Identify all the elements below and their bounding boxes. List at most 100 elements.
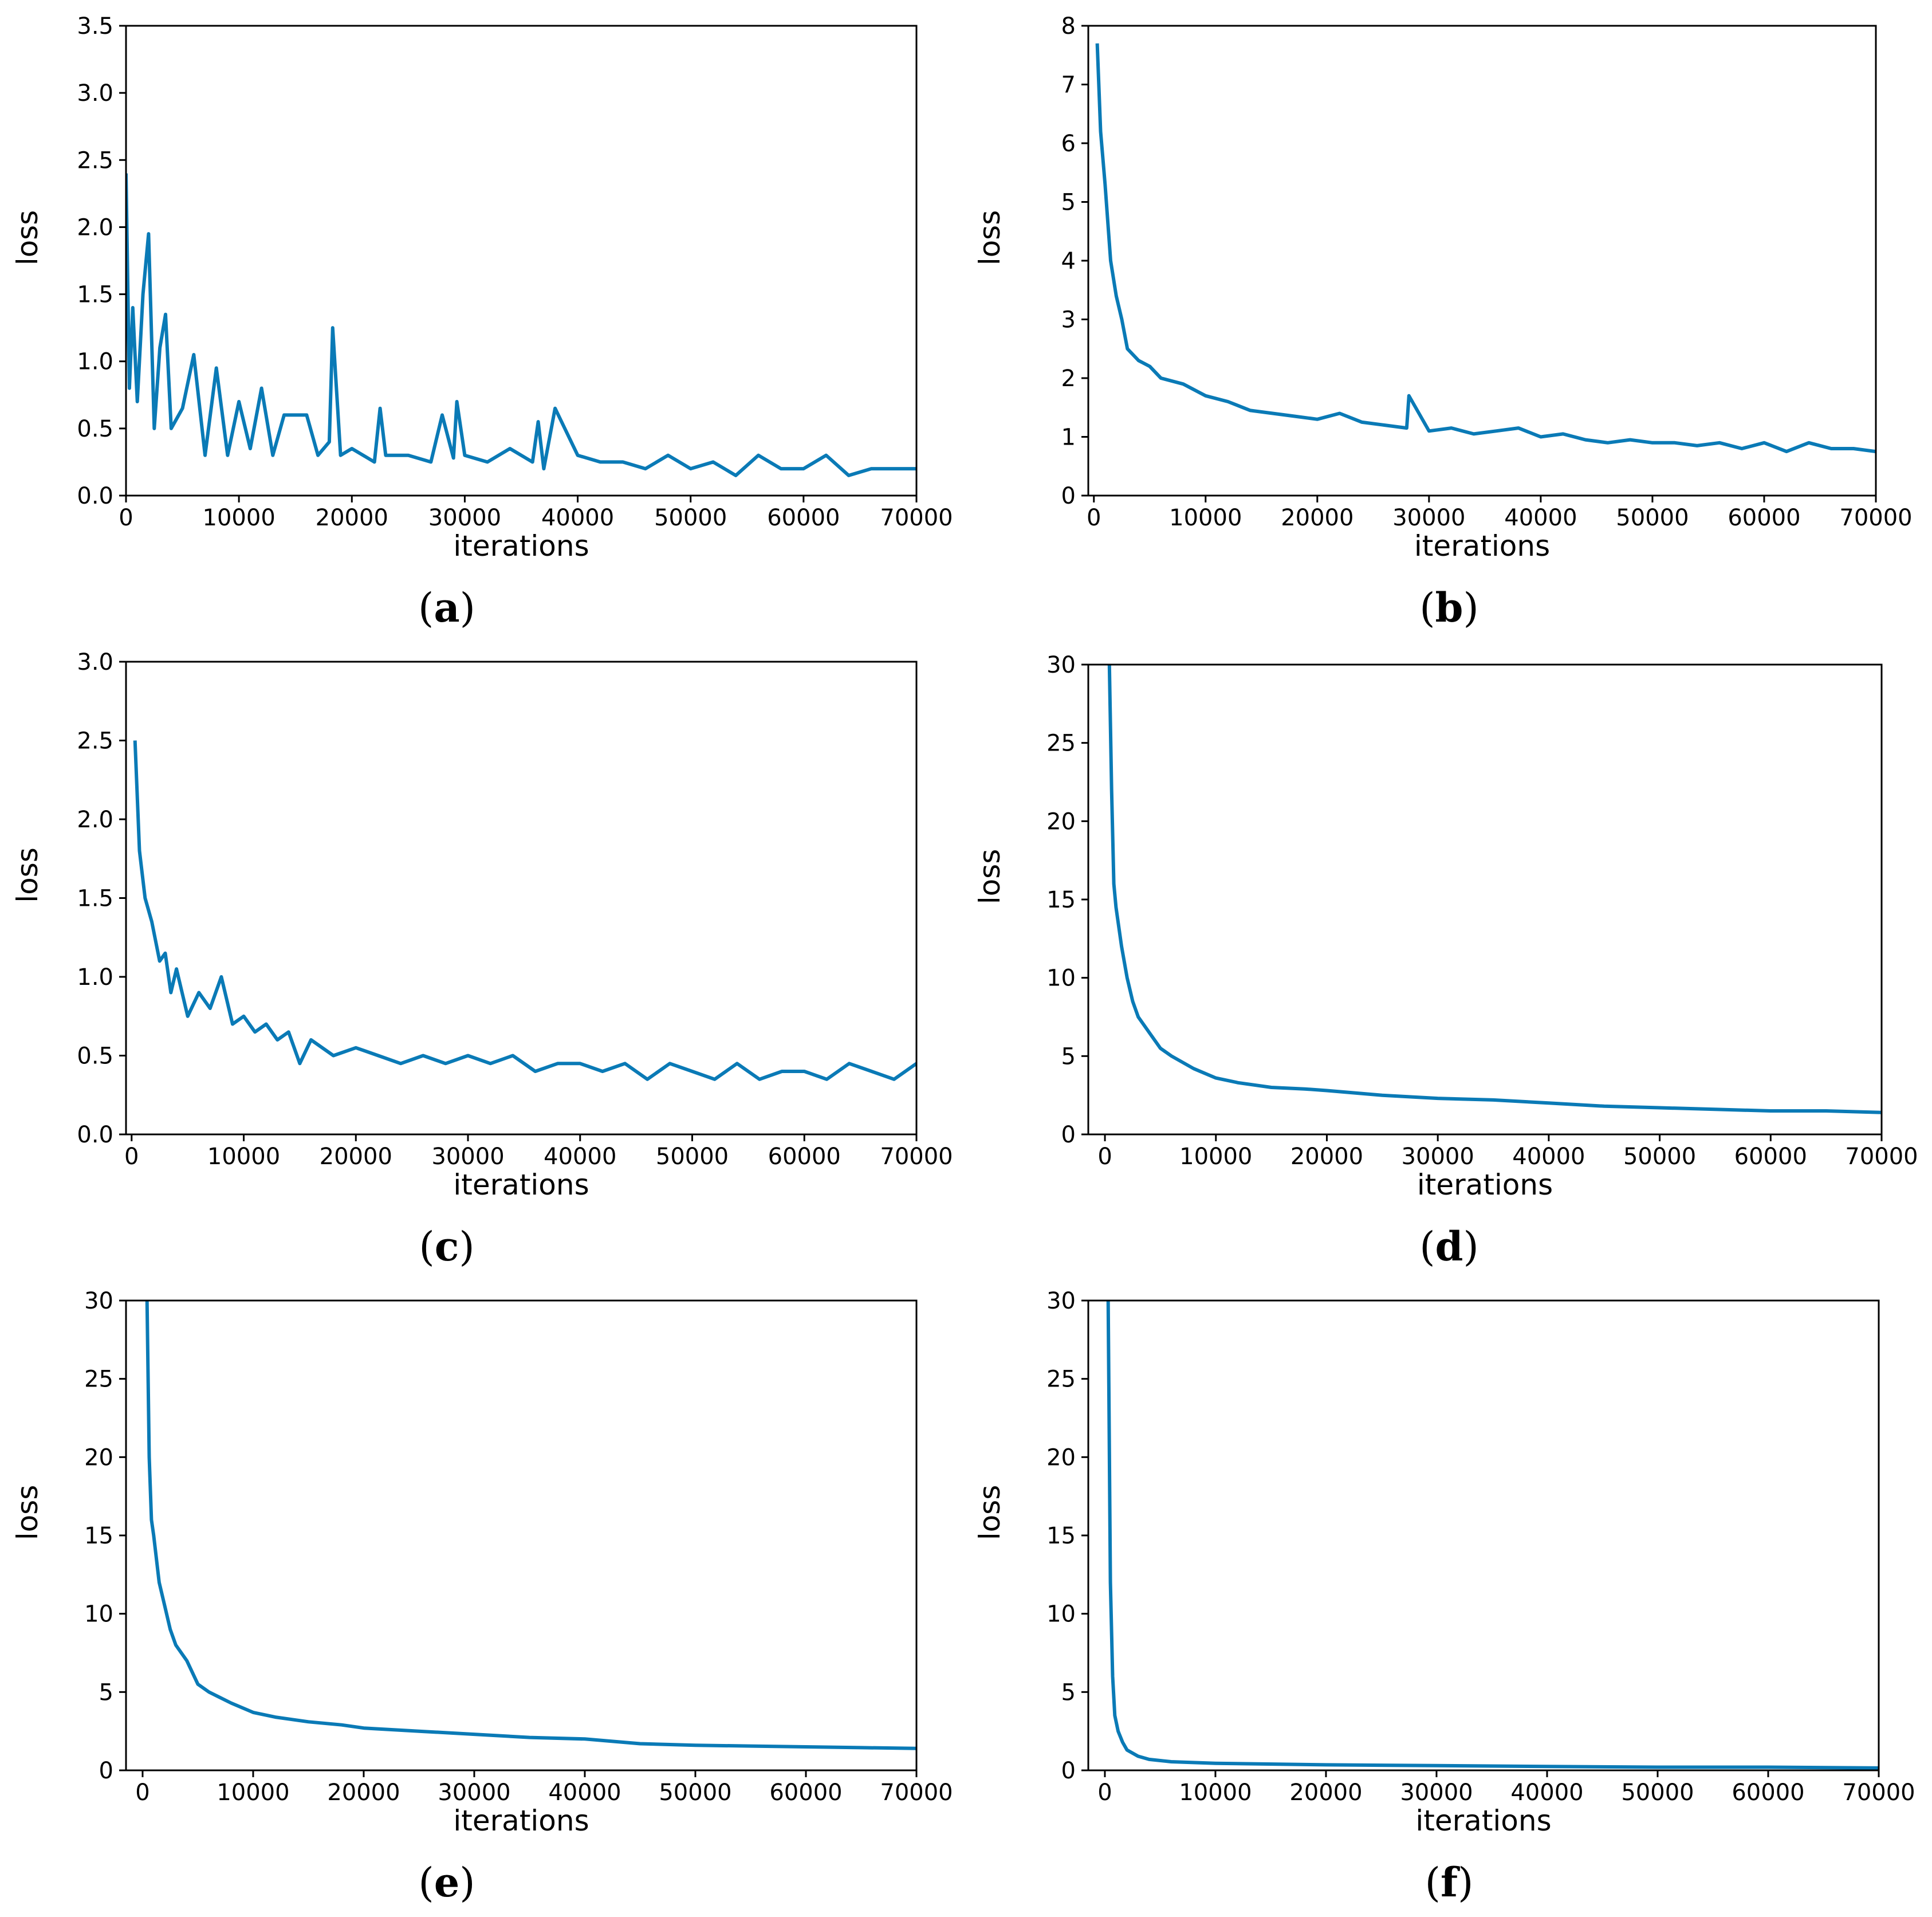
x-axis-label: iterations	[1414, 529, 1550, 563]
x-tick-label: 0	[1097, 1144, 1112, 1170]
y-tick-label: 10	[84, 1601, 113, 1628]
chart-panel-e: 0 10000 20000 30000 40000 50000 60000 70000 0 5 10…	[11, 1288, 953, 1906]
x-tick-label: 20000	[316, 505, 388, 531]
x-tick-label: 70000	[1839, 505, 1912, 531]
y-tick-label: 1.0	[77, 349, 113, 375]
panel-caption-letter: a	[434, 584, 459, 631]
y-tick-label: 0.0	[77, 1122, 113, 1148]
chart-panel-c: 0 10000 20000 30000 40000 50000 60000 70000 0.0 0…	[11, 649, 953, 1270]
x-tick-label: 40000	[548, 1779, 621, 1806]
x-tick-label: 50000	[659, 1779, 731, 1806]
panel-caption-letter: e	[434, 1859, 460, 1906]
y-tick-label: 0.0	[77, 483, 113, 509]
y-tick-label: 30	[1046, 652, 1076, 678]
y-tick-label: 20	[1046, 1444, 1076, 1471]
x-tick-label: 60000	[1734, 1144, 1807, 1170]
panel-caption-letter: d	[1435, 1223, 1463, 1270]
y-axis-label: loss	[11, 210, 44, 266]
x-axis-label: iterations	[453, 1168, 589, 1201]
y-tick-label: 15	[1046, 887, 1076, 913]
x-tick-label: 60000	[1728, 505, 1800, 531]
x-tick-label: 30000	[438, 1779, 510, 1806]
panel-caption-c: (c)	[419, 1223, 474, 1270]
x-tick-label: 10000	[217, 1779, 289, 1806]
y-tick-label: 5	[1061, 1043, 1076, 1070]
chart-panel-d: 0 10000 20000 30000 40000 50000 60000 70000 0 5 10…	[973, 652, 1918, 1270]
x-tick-label: 40000	[544, 1144, 616, 1170]
x-tick-label: 60000	[768, 1144, 841, 1170]
panel-caption-f: (f)	[1425, 1859, 1474, 1906]
panel-caption-b: (b)	[1419, 584, 1479, 631]
y-tick-label: 1.5	[77, 282, 113, 308]
x-tick-label: 10000	[1169, 505, 1242, 531]
y-tick-label: 3	[1061, 307, 1076, 333]
x-tick-label: 10000	[203, 505, 276, 531]
y-tick-label: 7	[1061, 72, 1076, 99]
y-tick-label: 3.0	[77, 649, 113, 675]
x-tick-label: 70000	[880, 505, 953, 531]
plot-frame-f	[1087, 1299, 1880, 1771]
x-tick-label: 30000	[1400, 1779, 1473, 1806]
panel-caption-letter: b	[1435, 584, 1463, 631]
x-tick-label: 40000	[1512, 1144, 1585, 1170]
y-tick-label: 1.5	[77, 886, 113, 912]
x-tick-label: 70000	[1845, 1144, 1918, 1170]
y-tick-label: 0.5	[77, 1043, 113, 1070]
x-tick-label: 50000	[654, 505, 727, 531]
x-tick-label: 50000	[1616, 505, 1689, 531]
y-tick-label: 20	[1046, 808, 1076, 835]
chart-panel-f: 0 10000 20000 30000 40000 50000 60000 70000 0 5 10…	[973, 1288, 1915, 1906]
y-tick-label: 8	[1061, 13, 1076, 40]
x-tick-label: 30000	[431, 1144, 504, 1170]
chart-panel-b: 0 10000 20000 30000 40000 50000 60000 70000 0 1 2 3…	[973, 13, 1913, 631]
panel-caption-d: (d)	[1419, 1223, 1479, 1270]
x-tick-label: 60000	[1732, 1779, 1804, 1806]
panel-caption-letter: c	[435, 1223, 459, 1270]
x-tick-label: 20000	[327, 1779, 400, 1806]
x-tick-label: 50000	[1623, 1144, 1696, 1170]
y-tick-label: 0	[1061, 1122, 1076, 1148]
y-axis-label: loss	[973, 849, 1006, 905]
y-tick-label: 3.0	[77, 80, 113, 107]
y-tick-label: 15	[1046, 1523, 1076, 1549]
y-tick-label: 4	[1061, 248, 1076, 274]
x-tick-label: 70000	[880, 1779, 953, 1806]
y-tick-label: 15	[84, 1523, 113, 1549]
x-tick-label: 0	[135, 1779, 149, 1806]
y-tick-label: 3.5	[77, 13, 113, 40]
series-line-b-0	[1095, 43, 1876, 454]
x-tick-label: 0	[119, 505, 133, 531]
x-tick-label: 10000	[207, 1144, 280, 1170]
panel-caption-e: (e)	[418, 1859, 475, 1906]
y-tick-label: 2	[1061, 366, 1076, 392]
y-axis-label: loss	[973, 1485, 1006, 1541]
y-tick-label: 20	[84, 1444, 113, 1471]
y-axis-label: loss	[11, 1485, 44, 1541]
series-line-c-0	[133, 740, 916, 1081]
y-tick-label: 6	[1061, 131, 1076, 157]
y-tick-label: 25	[1046, 1366, 1076, 1393]
plot-frame-d	[1087, 663, 1883, 1136]
y-tick-label: 25	[1046, 730, 1076, 757]
x-tick-label: 0	[1097, 1779, 1112, 1806]
x-axis-label: iterations	[1417, 1168, 1553, 1201]
plot-frame-b	[1087, 25, 1877, 497]
x-tick-label: 40000	[1510, 1779, 1583, 1806]
y-tick-label: 2.0	[77, 807, 113, 833]
y-tick-label: 2.5	[77, 147, 113, 174]
y-tick-label: 5	[1061, 190, 1076, 216]
x-tick-label: 50000	[656, 1144, 729, 1170]
y-tick-label: 0	[99, 1758, 113, 1784]
plot-frame-e	[125, 1299, 918, 1771]
panel-caption-a: (a)	[418, 584, 475, 631]
x-axis-label: iterations	[1415, 1804, 1551, 1837]
y-tick-label: 5	[1061, 1679, 1076, 1706]
x-tick-label: 30000	[428, 505, 501, 531]
x-axis-label: iterations	[453, 1804, 589, 1837]
chart-panel-a: 0 10000 20000 30000 40000 50000 60000 70000 0.0 0…	[11, 13, 953, 631]
y-axis-label: loss	[11, 847, 44, 903]
x-tick-label: 70000	[1842, 1779, 1915, 1806]
x-tick-label: 50000	[1621, 1779, 1694, 1806]
series-line-d-0	[1107, 665, 1882, 1114]
